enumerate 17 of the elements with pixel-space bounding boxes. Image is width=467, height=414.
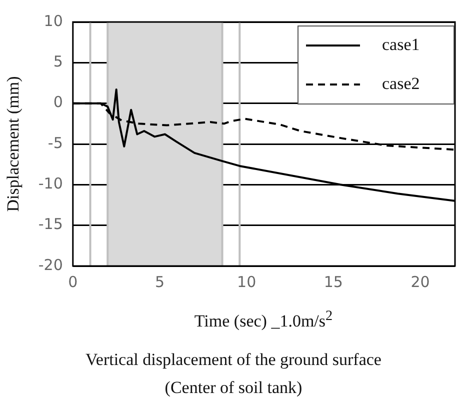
y-tick-label: -10	[38, 174, 63, 193]
x-tick-label: 0	[68, 272, 78, 291]
x-axis-title: Time (sec) _1.0m/s$^{2}$	[193, 307, 334, 333]
y-axis-title: Displacement (mm)	[4, 76, 23, 212]
x-tick-label: 10	[237, 272, 256, 291]
y-tick-label: -5	[48, 134, 63, 152]
x-tick-label: 15	[324, 272, 343, 291]
y-tick-label: 10	[44, 12, 63, 30]
y-tick-label: -15	[38, 215, 63, 234]
y-tick-label: 0	[53, 93, 63, 112]
x-tick-label: 5	[154, 272, 165, 291]
legend-label: case1	[382, 34, 420, 54]
text: Vertical displacement of the ground surface (Center of soil tank)	[84, 349, 382, 399]
y-tick-label: 5	[53, 52, 63, 71]
y-tick-label: -20	[38, 256, 63, 274]
legend-label: case2	[382, 74, 420, 93]
x-tick-label: 20	[410, 272, 430, 291]
